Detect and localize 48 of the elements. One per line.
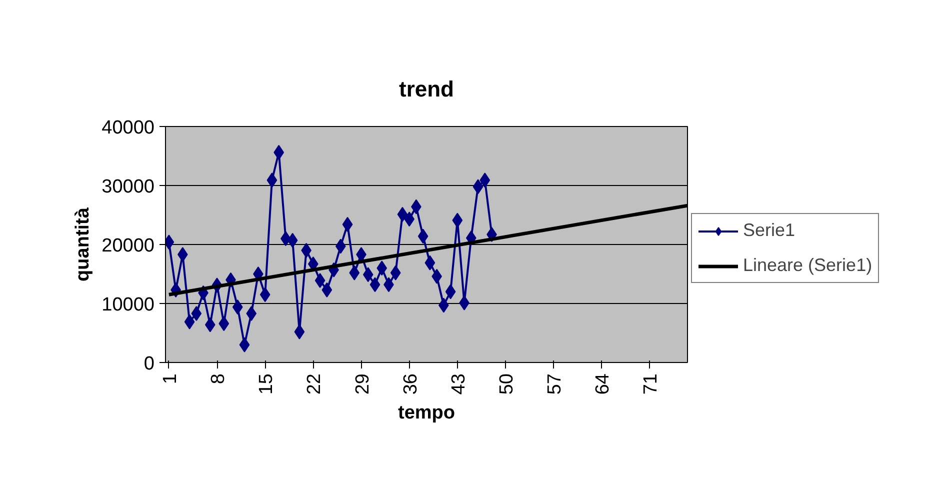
point — [246, 306, 257, 322]
point — [239, 337, 250, 352]
point — [322, 282, 332, 298]
x-tick-label: 15 — [256, 373, 278, 395]
point — [294, 324, 305, 340]
point — [445, 284, 456, 300]
point — [418, 228, 428, 244]
x-tick-label: 8 — [208, 373, 230, 384]
point — [260, 287, 270, 302]
x-tick-label: 22 — [304, 373, 326, 395]
point — [397, 206, 408, 222]
y-tick-label: 0 — [144, 354, 155, 374]
point — [376, 260, 388, 276]
point — [472, 179, 484, 194]
point — [480, 172, 490, 188]
x-tick-label: 71 — [640, 373, 662, 395]
point — [452, 212, 463, 228]
x-tick-label: 57 — [544, 373, 566, 395]
point — [335, 238, 346, 254]
point — [184, 314, 195, 330]
x-tick-label: 43 — [448, 373, 470, 395]
point — [342, 216, 353, 232]
y-tick-label: 30000 — [102, 176, 155, 198]
point — [424, 255, 436, 270]
x-tick-label: 50 — [496, 373, 518, 395]
point — [287, 232, 298, 248]
y-tick-label: 10000 — [102, 294, 155, 316]
y-tick-label: 40000 — [102, 118, 155, 138]
point — [390, 265, 401, 280]
legend-label: Lineare (Serie1) — [743, 255, 872, 276]
point — [349, 265, 360, 280]
x-tick-label: 64 — [592, 373, 614, 395]
y-axis-title: quantità — [72, 207, 94, 282]
point — [204, 317, 216, 332]
point — [314, 272, 326, 288]
x-tick-label: 29 — [352, 373, 374, 395]
point — [218, 316, 230, 332]
x-tick-label: 1 — [160, 373, 181, 384]
point — [266, 172, 278, 188]
point — [370, 277, 380, 292]
x-axis-title: tempo — [398, 402, 455, 424]
point — [362, 267, 374, 282]
legend-label: Serie1 — [743, 220, 796, 241]
y-tick-label: 20000 — [102, 236, 155, 256]
chart-title: trend — [399, 76, 454, 102]
point — [191, 306, 202, 322]
point — [232, 300, 243, 315]
x-tick-label: 36 — [400, 373, 422, 395]
